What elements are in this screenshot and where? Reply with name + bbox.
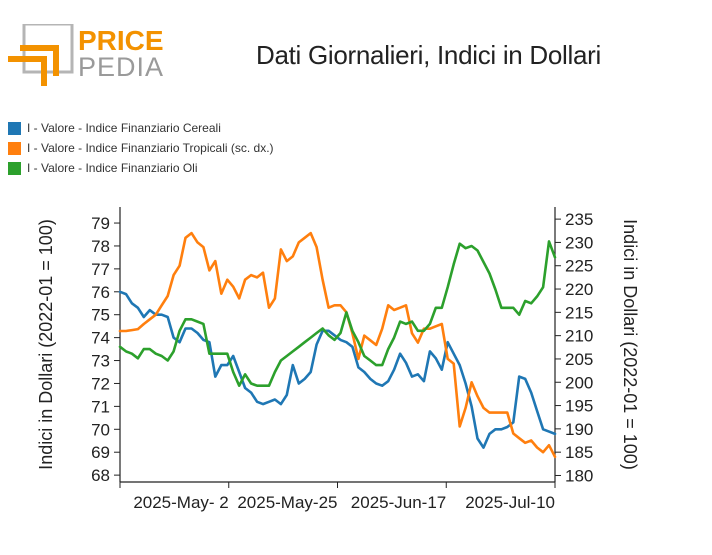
series-line-oli <box>118 240 557 388</box>
y-axis-left-label: Indici in Dollari (2022-01 = 100) <box>36 219 56 470</box>
legend-label-tropicali: I - Valore - Indice Finanziario Tropical… <box>27 141 274 155</box>
legend-item-tropicali[interactable]: I - Valore - Indice Finanziario Tropical… <box>8 138 274 158</box>
y-tick-label-right: 235 <box>565 210 593 229</box>
legend-item-cereali[interactable]: I - Valore - Indice Finanziario Cereali <box>8 118 274 138</box>
y-tick-label-left: 73 <box>91 352 110 371</box>
y-axis-right-label: Indici in Dollari (2022-01 = 100) <box>620 219 640 470</box>
legend-label-cereali: I - Valore - Indice Finanziario Cereali <box>27 121 221 135</box>
y-tick-label-left: 78 <box>91 237 110 256</box>
y-tick-label-left: 72 <box>91 374 110 393</box>
series-line-cereali <box>118 290 557 449</box>
logo-mark-icon <box>8 24 74 86</box>
legend-swatch-cereali <box>8 121 21 135</box>
y-tick-label-right: 180 <box>565 466 593 485</box>
legend-label-oli: I - Valore - Indice Finanziario Oli <box>27 161 198 175</box>
x-tick-label: 2025-May-25 <box>237 493 337 512</box>
y-tick-label-right: 195 <box>565 397 593 416</box>
y-tick-label-right: 225 <box>565 257 593 276</box>
legend-swatch-tropicali <box>8 141 21 155</box>
y-tick-label-left: 77 <box>91 260 110 279</box>
y-tick-label-left: 69 <box>91 443 110 462</box>
y-tick-label-left: 76 <box>91 283 110 302</box>
y-tick-label-right: 230 <box>565 233 593 252</box>
legend: I - Valore - Indice Finanziario Cereali … <box>8 118 274 178</box>
logo-word-pedia: PEDIA <box>78 52 164 82</box>
y-tick-label-left: 68 <box>91 466 110 485</box>
y-tick-label-right: 185 <box>565 443 593 462</box>
y-tick-label-right: 210 <box>565 327 593 346</box>
y-tick-label-right: 215 <box>565 303 593 322</box>
pricepedia-logo: PRICE PEDIA <box>8 24 164 86</box>
y-tick-label-right: 190 <box>565 420 593 439</box>
y-tick-label-right: 200 <box>565 373 593 392</box>
y-tick-label-right: 220 <box>565 280 593 299</box>
y-tick-label-left: 71 <box>91 397 110 416</box>
chart-title: Dati Giornalieri, Indici in Dollari <box>256 40 601 70</box>
legend-swatch-oli <box>8 161 21 175</box>
y-tick-label-left: 70 <box>91 420 110 439</box>
y-tick-label-left: 75 <box>91 306 110 325</box>
legend-item-oli[interactable]: I - Valore - Indice Finanziario Oli <box>8 158 274 178</box>
x-tick-label: 2025-May- 2 <box>133 493 228 512</box>
y-tick-label-left: 74 <box>91 329 110 348</box>
x-tick-label: 2025-Jul-10 <box>465 493 555 512</box>
y-tick-label-right: 205 <box>565 350 593 369</box>
x-tick-label: 2025-Jun-17 <box>351 493 446 512</box>
logo-word-price: PRICE <box>78 25 164 56</box>
series-line-tropicali <box>118 231 557 459</box>
y-tick-label-left: 79 <box>91 214 110 233</box>
